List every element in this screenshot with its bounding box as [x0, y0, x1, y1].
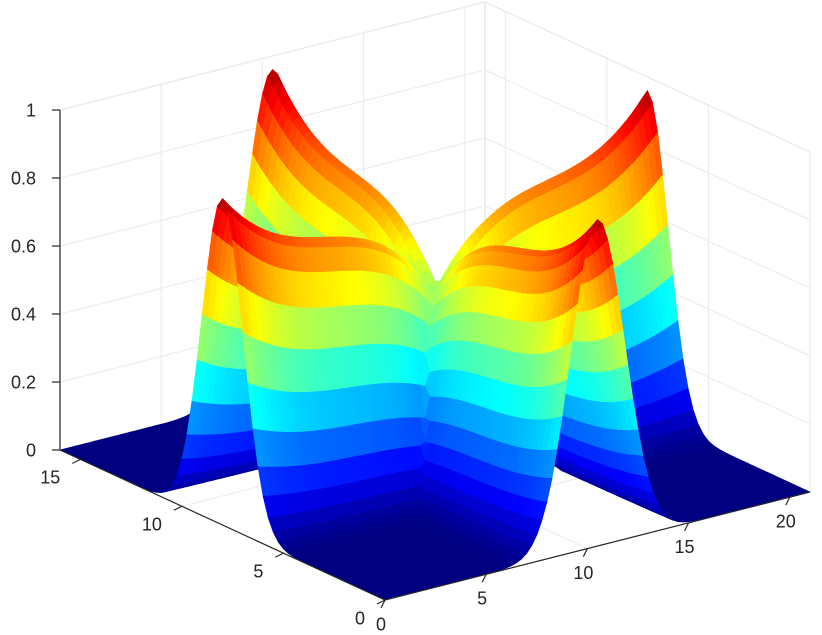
surface-plot	[59, 68, 811, 601]
grid-line-wall-z	[59, 1, 486, 111]
grid-line-wall-z	[484, 1, 811, 153]
